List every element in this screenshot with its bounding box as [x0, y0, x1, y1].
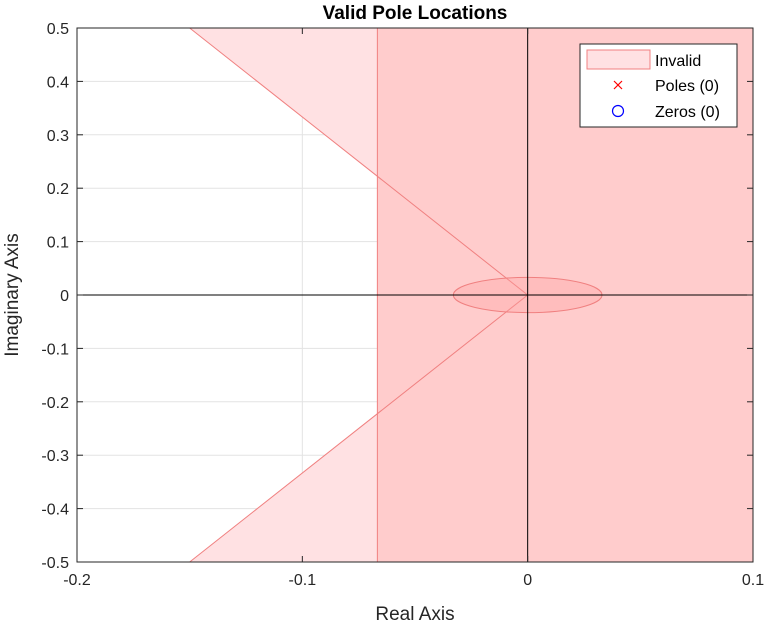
y-ticks: -0.5 -0.4 -0.3 -0.2 -0.1 0 0.1 0.2 0.3 0.4 0.5 [41, 21, 753, 572]
legend-pole-marker-icon [613, 80, 623, 90]
legend-invalid-swatch [586, 49, 651, 70]
legend-invalid-label: Invalid [655, 53, 701, 70]
y-tick-label: 0.2 [47, 181, 69, 198]
chart-title: Valid Pole Locations [323, 3, 508, 24]
y-tick-label: 0.4 [47, 74, 69, 91]
x-axis-title: Real Axis [375, 604, 454, 625]
legend-poles-label: Poles (0) [655, 78, 719, 95]
y-tick-label: -0.2 [41, 395, 69, 412]
y-tick-label: -0.1 [41, 341, 69, 358]
x-tick-label: 0 [523, 572, 532, 589]
y-tick-label: -0.5 [41, 555, 69, 572]
x-tick-label: -0.2 [63, 572, 91, 589]
legend[interactable]: Invalid Poles (0) Zeros (0) [579, 43, 738, 128]
y-axis-title: Imaginary Axis [2, 233, 23, 357]
y-tick-label: -0.4 [41, 502, 69, 519]
zero-axis-lines [77, 28, 753, 562]
y-tick-label: -0.3 [41, 448, 69, 465]
damping-boundary-upper-line [189, 27, 528, 296]
legend-zeros-label: Zeros (0) [655, 104, 720, 121]
y-tick-label: 0.3 [47, 128, 69, 145]
legend-zero-marker-icon [611, 104, 625, 118]
x-ticks: -0.2 -0.1 0 0.1 [63, 28, 764, 589]
y-tick-label: 0.5 [47, 21, 69, 38]
x-tick-label: 0.1 [742, 572, 764, 589]
x-tick-label: -0.1 [289, 572, 317, 589]
y-tick-label: 0.1 [47, 235, 69, 252]
y-tick-label: 0 [60, 288, 69, 305]
damping-boundary-lower-line [189, 294, 528, 563]
